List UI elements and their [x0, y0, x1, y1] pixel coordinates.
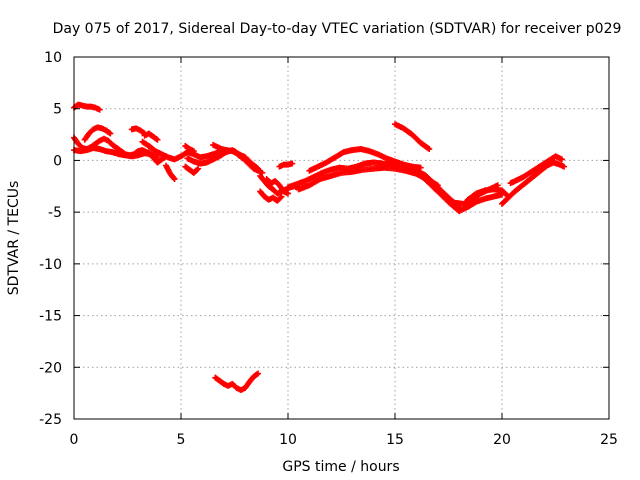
y-axis-label: SDTVAR / TECUs: [6, 181, 22, 296]
y-tick-label: -20: [39, 360, 62, 376]
y-tick-label: 5: [53, 102, 62, 118]
data-point: [277, 194, 284, 201]
axis-ticks: [73, 56, 610, 420]
y-tick-label: 10: [44, 50, 62, 66]
data-point: [289, 160, 296, 167]
data-point: [426, 146, 433, 153]
series-arc-28: [507, 153, 565, 187]
data-point: [561, 163, 568, 170]
series-arc-4: [81, 124, 114, 143]
series-arc-8: [145, 149, 170, 166]
series-arc-29: [212, 370, 262, 394]
series-arc-23: [392, 121, 433, 153]
data-point: [222, 147, 229, 154]
x-tick-label: 20: [493, 432, 511, 448]
data-point: [163, 153, 170, 160]
series-arc-11: [182, 163, 202, 176]
data-point: [194, 166, 201, 173]
y-tick-label: 0: [53, 153, 62, 169]
series-arc-13: [210, 141, 229, 154]
y-tick-label: -5: [48, 205, 62, 221]
data-point: [96, 106, 103, 113]
series-arc-1: [71, 101, 103, 113]
series-arc-17: [257, 188, 285, 204]
series-arc-26: [464, 186, 512, 203]
series-arc-15: [242, 157, 266, 176]
x-tick-label: 0: [70, 432, 79, 448]
data-point: [558, 156, 565, 163]
series-arc-18: [263, 176, 291, 197]
data-point: [107, 130, 114, 137]
grid-lines: [74, 57, 609, 419]
x-tick-label: 15: [386, 432, 404, 448]
data-point: [434, 182, 441, 189]
plot-frame: [73, 56, 610, 420]
series-arc-9: [163, 162, 178, 183]
x-tick-label: 25: [600, 432, 618, 448]
data-point: [417, 164, 424, 171]
data-point: [285, 190, 291, 197]
data-point: [259, 169, 266, 176]
series-arc-12: [182, 142, 197, 155]
series-arc-6: [141, 130, 161, 143]
y-tick-label: -25: [39, 412, 62, 428]
tick-labels: 0 5 10 15 20 25 -25 -20 -15 -10 -5 0 5 10: [39, 50, 618, 448]
x-tick-label: 5: [177, 432, 186, 448]
series-arc-19: [276, 160, 296, 170]
x-axis-label: GPS time / hours: [282, 459, 399, 475]
data-point: [171, 176, 178, 183]
data-point: [170, 175, 177, 182]
data-point: [255, 370, 262, 377]
data-point: [278, 193, 285, 200]
data-point: [154, 136, 161, 143]
data-point: [195, 165, 202, 172]
chart-title: Day 075 of 2017, Sidereal Day-to-day VTE…: [53, 21, 622, 37]
data-point: [190, 148, 197, 155]
data-points: [71, 101, 568, 394]
y-tick-label: -15: [39, 309, 62, 325]
series-arc-22: [306, 146, 424, 174]
y-tick-label: -10: [39, 257, 62, 273]
x-tick-label: 10: [279, 432, 297, 448]
